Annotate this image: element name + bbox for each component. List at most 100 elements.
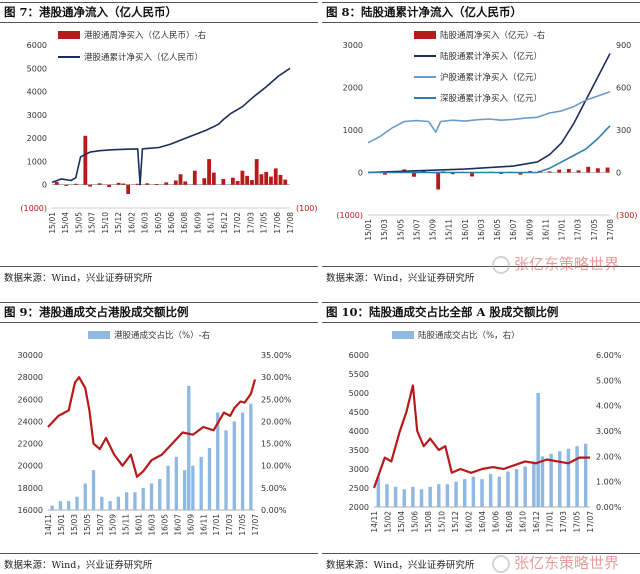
x-tick-label: 16/03	[477, 219, 486, 241]
bar-mark	[58, 501, 63, 510]
y-tick-label-left: 5000	[349, 389, 369, 398]
x-tick-label: 17/05	[238, 514, 247, 536]
x-tick-label: 15/07	[88, 212, 97, 234]
x-tick-label: 16/10	[519, 511, 528, 533]
bar-mark	[278, 174, 283, 185]
bar-mark	[221, 178, 226, 185]
title-bottom-rule	[322, 22, 640, 23]
bar-mark	[145, 183, 150, 185]
y-tick-label-left: 3000	[349, 465, 369, 474]
bar-mark	[149, 483, 154, 510]
bar-mark	[141, 487, 145, 510]
x-tick-label: 16/05	[154, 212, 163, 234]
title-bottom-rule	[0, 22, 318, 23]
bar-mark	[575, 446, 579, 507]
bar-mark	[164, 182, 169, 185]
source-rule	[322, 553, 640, 554]
bar-mark	[557, 169, 562, 173]
y-tick-label-left: 1000	[343, 126, 363, 135]
x-tick-label: 15/02	[384, 511, 393, 533]
bar-mark	[497, 476, 502, 507]
bar-mark	[376, 476, 381, 507]
bar-mark	[547, 171, 552, 173]
title-bottom-rule	[322, 322, 640, 323]
bar-mark	[83, 483, 87, 510]
x-tick-label: 16/01	[461, 219, 470, 241]
bar-mark	[250, 180, 254, 185]
bar-mark	[283, 179, 288, 185]
bar-mark	[383, 172, 387, 175]
y-tick-label-right: 600	[616, 84, 631, 93]
bar-mark	[566, 448, 571, 507]
y-tick-label-left: 3000	[343, 41, 363, 50]
y-tick-label-right: 5.00%	[261, 484, 287, 493]
bar-mark	[235, 180, 240, 185]
x-tick-label: 15/03	[70, 514, 79, 536]
x-tick-label: 15/05	[74, 212, 83, 234]
source-note: 数据来源：Wind，兴业证券研究所	[326, 273, 475, 284]
bar-mark	[518, 172, 523, 175]
bar-mark	[470, 172, 474, 177]
x-tick-label: 17/03	[246, 212, 255, 234]
bar-mark	[230, 177, 235, 185]
bar-mark	[605, 167, 610, 173]
x-tick-label: 16/07	[173, 514, 182, 536]
y-tick-label-right: 6.00%	[596, 351, 622, 360]
bar-mark	[428, 486, 432, 507]
y-tick-label-left: (1000)	[20, 204, 47, 213]
source-note: 数据来源：Wind，兴业证券研究所	[4, 273, 153, 284]
y-tick-label-left: 16000	[18, 506, 43, 515]
y-tick-label-left: 24000	[18, 417, 43, 426]
x-tick-label: 17/02	[233, 212, 242, 234]
series-line	[367, 53, 611, 174]
bar-mark	[240, 170, 245, 185]
x-tick-label: 16/09	[186, 514, 195, 536]
x-tick-label: 16/04	[478, 511, 487, 533]
y-tick-label-left: 2000	[343, 84, 363, 93]
series-line	[47, 375, 257, 478]
source-rule	[322, 266, 640, 267]
x-tick-label: 16/06	[167, 212, 176, 234]
y-tick-label-left: 18000	[18, 484, 43, 493]
bar-mark	[116, 496, 121, 510]
x-tick-label: 15/01	[48, 212, 57, 234]
bar-mark	[199, 456, 203, 510]
x-tick-label: 17/03	[225, 514, 234, 536]
bar-mark	[273, 168, 278, 185]
x-tick-label: 16/01	[135, 514, 144, 536]
bar-mark	[133, 492, 137, 510]
chart-fig7: 6000 5000 4000 3000 2000 1000 0 (1000) (100) 15/0…	[20, 30, 317, 234]
source-note: 数据来源：Wind，兴业证券研究所	[326, 560, 475, 571]
bar-mark	[187, 386, 191, 510]
bar-mark	[173, 180, 178, 185]
x-tick-label: 15/10	[438, 511, 447, 533]
bar-mark	[419, 489, 424, 507]
bar-mark	[154, 184, 159, 185]
watermark-text: 张亿东策略世界	[514, 554, 620, 572]
x-tick-label: 16/11	[541, 219, 550, 241]
x-tick-label: 15/10	[101, 212, 110, 234]
bar-mark	[191, 465, 195, 510]
y-tick-label-right: 2.00%	[596, 452, 622, 461]
bar-mark	[566, 168, 571, 173]
bar-mark	[583, 443, 588, 507]
bar-mark	[126, 184, 131, 195]
bar-mark	[207, 159, 211, 185]
bar-mark	[73, 183, 78, 185]
bar-mark	[523, 466, 527, 507]
x-tick-label: 16/05	[493, 219, 502, 241]
y-tick-label-left: 5500	[349, 370, 369, 379]
x-tick-label: 15/03	[380, 219, 389, 241]
x-tick-label: 15/05	[396, 219, 405, 241]
bar-mark	[506, 471, 510, 507]
chart-panel-fig10: 图 10：陆股通成交占比全部 A 股成交额比例 6000 5500 5000 4500…	[322, 300, 640, 574]
x-tick-label: 17/05	[590, 219, 599, 241]
x-tick-label: 17/08	[606, 219, 615, 241]
x-tick-label: 14/11	[44, 514, 53, 536]
title-top-rule	[322, 302, 640, 303]
bar-mark	[558, 451, 562, 507]
series-line	[368, 125, 611, 174]
title-bottom-rule	[0, 322, 318, 323]
bar-mark	[586, 166, 591, 173]
bar-mark	[254, 159, 259, 185]
